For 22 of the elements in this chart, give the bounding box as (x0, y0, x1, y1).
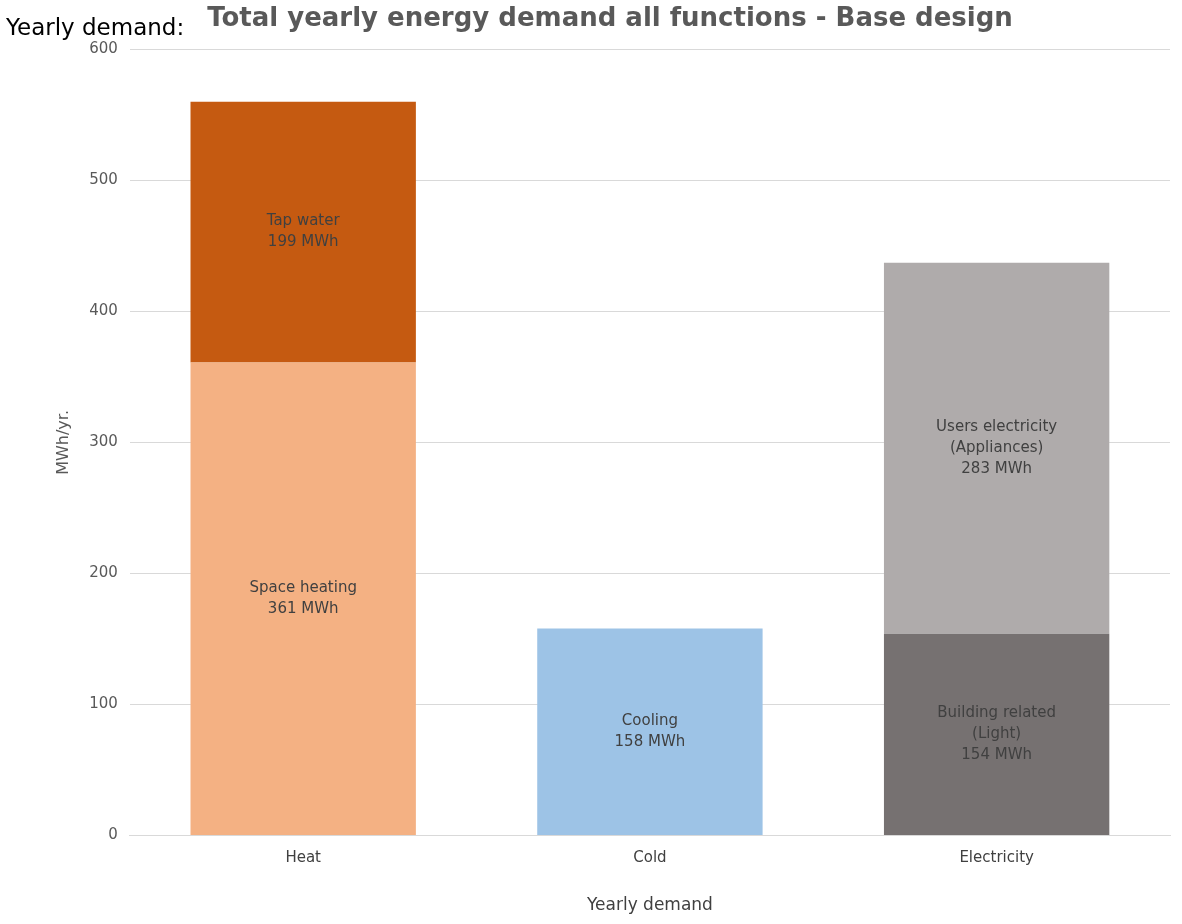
x-tick-label: Electricity (959, 848, 1035, 867)
data-label: 199 MWh (267, 232, 339, 251)
series-label: Space heating (249, 578, 357, 597)
y-tick-label: 300 (89, 432, 118, 451)
data-label: 283 MWh (961, 459, 1032, 478)
data-label: 361 MWh (267, 599, 339, 618)
y-tick-label: 100 (89, 694, 118, 713)
x-tick-label: Heat (285, 848, 322, 867)
y-tick-label: 600 (89, 39, 118, 58)
x-tick-label: Cold (633, 848, 667, 867)
y-tick-label: 400 (89, 301, 118, 320)
y-tick-label: 0 (108, 825, 118, 844)
series-label: Users electricity (Appliances) (936, 417, 1058, 457)
text: Yearly demand: (6, 14, 185, 40)
series-label: Tap water (265, 211, 341, 230)
y-axis-title: MWh/yr. (52, 409, 72, 475)
data-label: 158 MWh (614, 732, 686, 751)
y-tick-label: 200 (89, 563, 118, 582)
y-tick-label: 500 (89, 170, 118, 189)
series-label: Cooling (621, 711, 679, 730)
x-axis-title: Yearly demand (585, 894, 713, 915)
chart-title: Total yearly energy demand all functions - Base design (207, 2, 1013, 33)
